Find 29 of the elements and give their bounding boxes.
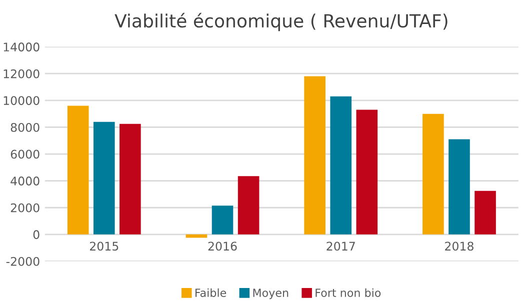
bar	[67, 106, 89, 234]
x-tick-label: 2018	[445, 242, 474, 251]
x-tick-label: 2015	[90, 242, 118, 251]
y-tick-label: 12000	[4, 69, 40, 78]
legend-label: Moyen	[253, 288, 288, 300]
bar	[448, 139, 470, 234]
bar	[422, 114, 444, 234]
x-tick-label: 2016	[208, 242, 237, 251]
y-tick-label: 2000	[10, 203, 40, 212]
bar	[186, 234, 208, 238]
y-tick-label: 0	[33, 230, 40, 240]
y-tick-label: 6000	[10, 150, 40, 159]
bar	[93, 122, 115, 234]
bar	[304, 76, 326, 234]
y-tick-label: 8000	[10, 122, 40, 132]
chart-title: Viabilité économique ( Revenu/UTAF)	[114, 12, 448, 32]
legend-label: Faible	[195, 288, 226, 297]
x-tick-label: 2017	[326, 242, 355, 251]
y-tick-label: 10000	[4, 96, 40, 106]
bar	[356, 110, 378, 234]
bar	[474, 190, 496, 234]
legend-label: Fort non bio	[316, 288, 381, 297]
bar	[120, 124, 141, 234]
y-tick-label: 14000	[4, 42, 40, 52]
bar	[238, 176, 260, 234]
bar	[212, 206, 234, 234]
y-tick-label: -2000	[6, 256, 40, 266]
y-tick-label: 4000	[10, 176, 40, 186]
bar	[330, 96, 352, 234]
